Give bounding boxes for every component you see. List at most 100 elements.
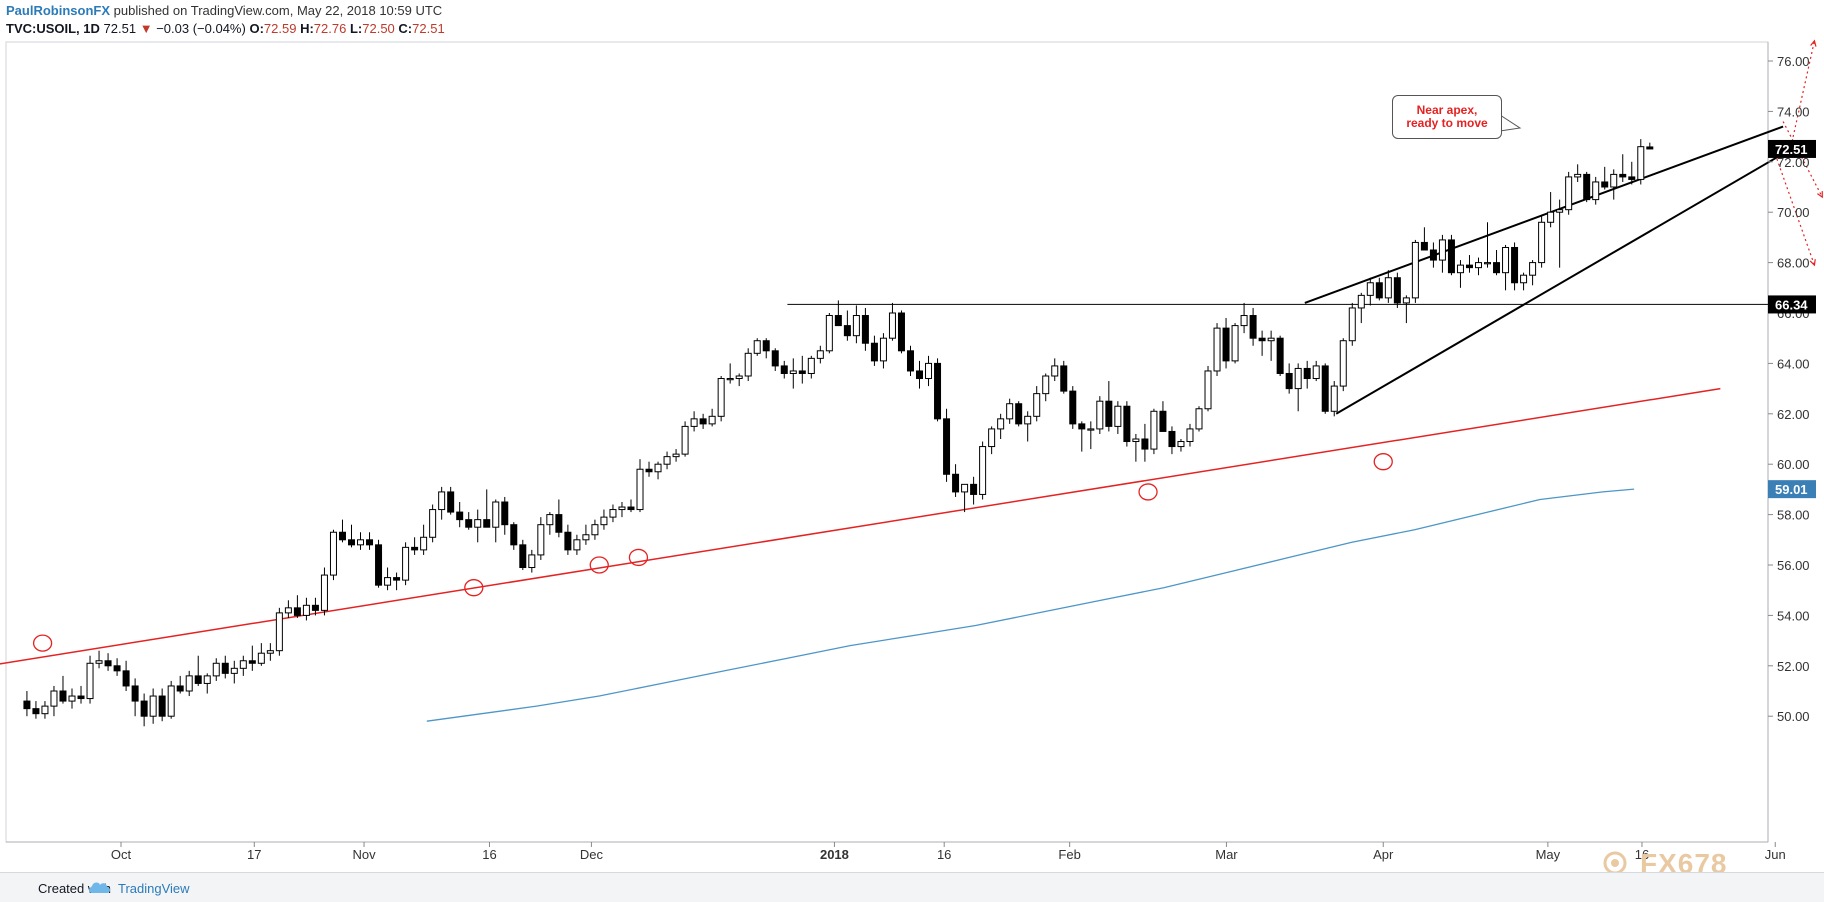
candle-down [122, 670, 130, 687]
candle-up [50, 690, 58, 707]
support-trendline [0, 387, 1721, 665]
candle-down [1321, 365, 1329, 412]
candle-down [1628, 176, 1636, 180]
candle-up [1033, 393, 1041, 417]
candle-up [402, 546, 410, 581]
close-value: 72.51 [412, 21, 445, 36]
candle-down [943, 418, 951, 475]
candle-down [1060, 365, 1068, 392]
candle-up [167, 685, 175, 717]
candle-down [1393, 277, 1401, 304]
candle-down [934, 362, 942, 420]
candle-down [1429, 249, 1437, 261]
y-tick-label: 76.00 [1777, 54, 1810, 69]
candle-up [1231, 325, 1239, 362]
candle-up [726, 378, 734, 381]
candle-down [861, 315, 869, 344]
projection-arrow [1790, 40, 1816, 147]
candle-down [176, 685, 184, 692]
candle-down [347, 539, 355, 546]
candle-up [86, 662, 94, 700]
candle-up [1240, 315, 1248, 327]
candle-down [645, 468, 653, 473]
candle-up [663, 456, 671, 465]
candle-up [149, 695, 157, 717]
candle-up [537, 524, 545, 556]
candle-down [1276, 337, 1284, 374]
candle-up [879, 337, 887, 362]
candle-down [1601, 181, 1609, 188]
y-tick-label: 50.00 [1777, 709, 1810, 724]
candle-up [474, 519, 482, 528]
candle-down [1159, 410, 1167, 432]
candle-up [1087, 428, 1095, 431]
candle-down [393, 577, 401, 581]
candle-up [744, 352, 752, 377]
wedge-lower-line [1335, 148, 1792, 415]
low-value: 72.50 [362, 21, 395, 36]
candle-down [501, 501, 509, 526]
candle-up [1402, 297, 1410, 304]
time-axis[interactable]: Oct17Nov16Dec201816FebMarAprMay16JunJul [111, 842, 1824, 862]
candle-up [1411, 241, 1419, 299]
candle-up [1520, 274, 1528, 284]
candle-up [1096, 400, 1104, 430]
callout-line-1: Near apex, [1416, 103, 1478, 117]
candle-down [870, 342, 878, 362]
x-tick-label: Dec [580, 847, 604, 862]
touch-circle [589, 556, 609, 574]
candle-up [582, 534, 590, 541]
candle-down [1249, 315, 1257, 339]
candle-down [1069, 390, 1077, 425]
candle-down [1420, 241, 1428, 251]
price-tag-box [1768, 139, 1816, 158]
price-chart[interactable]: 76.0074.0072.0070.0068.0066.0064.0062.00… [0, 0, 1824, 872]
candle-down [1123, 405, 1131, 443]
candle-up [1529, 262, 1537, 276]
trendline-layer [0, 39, 1823, 665]
candle-up [1538, 221, 1546, 264]
candle-up [239, 660, 247, 669]
x-tick-label: Feb [1058, 847, 1080, 862]
candle-up [1114, 405, 1122, 427]
candle-down [456, 511, 464, 521]
y-tick-label: 54.00 [1777, 608, 1810, 623]
candle-up [1592, 181, 1600, 201]
candle-down [1285, 372, 1293, 390]
candle-down [1222, 327, 1230, 362]
candle-up [654, 463, 662, 473]
x-tick-label: 17 [247, 847, 261, 862]
candle-down [1465, 264, 1473, 269]
candle-down [970, 483, 978, 495]
candle-up [1637, 146, 1645, 180]
candle-up [672, 453, 680, 458]
candle-up [1474, 262, 1482, 269]
candle-up [1213, 327, 1221, 372]
close-label: C: [398, 21, 413, 36]
price-tag-label: 59.01 [1775, 482, 1808, 497]
symbol-name[interactable]: TVC:USOIL, 1D [6, 21, 100, 36]
price-tags: 72.51 66.34 59.01 [1768, 139, 1816, 499]
candle-up [185, 675, 193, 692]
candle-up [1294, 367, 1302, 390]
candle-up [618, 506, 626, 511]
publisher-link[interactable]: PaulRobinsonFX [6, 3, 110, 18]
moving-average-layer [426, 488, 1635, 722]
candle-up [1556, 209, 1564, 213]
candle-down [1646, 146, 1654, 150]
candle-down [447, 491, 455, 513]
candle-up [1006, 403, 1014, 420]
tradingview-link[interactable]: TradingView [118, 881, 190, 896]
touch-circle [464, 579, 484, 597]
x-tick-label: Mar [1215, 847, 1238, 862]
last-price: 72.51 [103, 21, 137, 36]
candle-down [411, 546, 419, 551]
candle-up [708, 415, 716, 425]
candle-down [158, 695, 166, 717]
publish-header: PaulRobinsonFX published on TradingView.… [6, 3, 442, 19]
candle-down [23, 700, 31, 710]
candle-up [609, 509, 617, 518]
candle-up [68, 695, 76, 702]
candle-up [681, 425, 689, 455]
apex-callout[interactable]: Near apex, ready to move [1392, 95, 1502, 139]
